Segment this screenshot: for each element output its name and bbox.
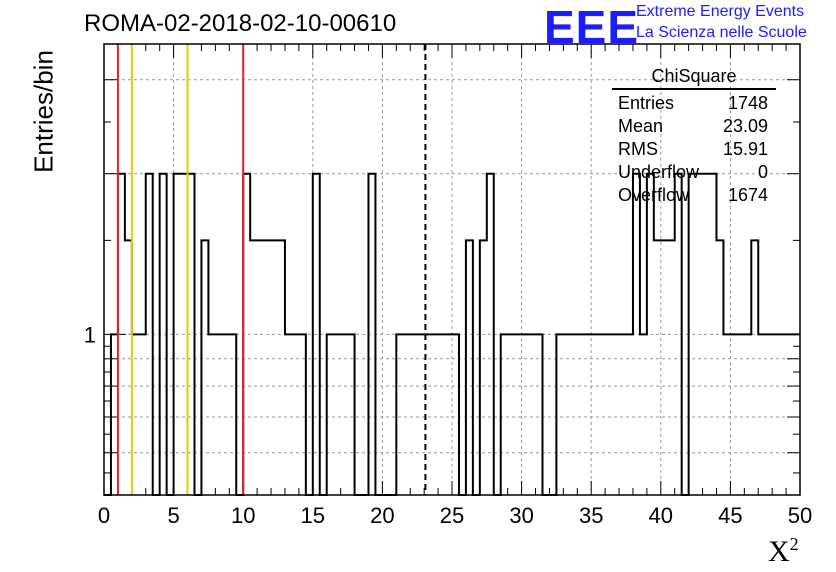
plot-area xyxy=(104,44,800,495)
x-tick-label: 5 xyxy=(167,503,179,528)
stats-box: ChiSquare Entries 1748 Mean 23.09 RMS 15.91… xyxy=(612,66,776,207)
stats-title: ChiSquare xyxy=(612,66,776,90)
stats-label: Underflow xyxy=(618,162,700,182)
x-axis-label-base: X xyxy=(768,535,790,568)
plot-frame xyxy=(103,43,801,496)
x-tick-label: 20 xyxy=(370,503,394,528)
y-axis-label: Entries/bin xyxy=(28,50,59,173)
x-tick-label: 45 xyxy=(718,503,742,528)
x-axis-label-sup: 2 xyxy=(789,534,799,554)
x-tick-label: 30 xyxy=(509,503,533,528)
stats-value: 1748 xyxy=(727,93,768,113)
stats-row-rms: RMS 15.91 xyxy=(612,138,776,161)
x-tick-label: 25 xyxy=(440,503,464,528)
stats-value: 0 xyxy=(757,162,768,182)
x-tick-label: 0 xyxy=(98,503,110,528)
x-axis-label: X2 xyxy=(768,534,799,569)
stats-row-overflow: Overflow 1674 xyxy=(612,184,776,207)
logo-line-2: La Scienza nelle Scuole xyxy=(636,24,807,41)
stats-label: Overflow xyxy=(618,185,690,205)
y-tick-label: 1 xyxy=(84,322,96,347)
stats-label: RMS xyxy=(618,139,658,159)
stats-value: 23.09 xyxy=(722,116,768,136)
stats-row-entries: Entries 1748 xyxy=(612,92,776,115)
x-tick-label: 35 xyxy=(579,503,603,528)
x-tick-label: 40 xyxy=(649,503,673,528)
chart-title: ROMA-02-2018-02-10-00610 xyxy=(84,10,397,37)
stats-label: Entries xyxy=(618,93,675,113)
stats-label: Mean xyxy=(618,116,664,136)
stats-value: 1674 xyxy=(727,185,768,205)
stats-row-mean: Mean 23.09 xyxy=(612,115,776,138)
x-tick-label: 50 xyxy=(788,503,812,528)
x-tick-label: 10 xyxy=(231,503,255,528)
eee-logo: EEE xyxy=(544,1,640,53)
logo-line-1: Extreme Energy Events xyxy=(636,3,805,20)
stats-row-underflow: Underflow 0 xyxy=(612,161,776,184)
histogram-series xyxy=(104,172,800,496)
stats-value: 15.91 xyxy=(722,139,768,159)
x-tick-label: 15 xyxy=(301,503,325,528)
